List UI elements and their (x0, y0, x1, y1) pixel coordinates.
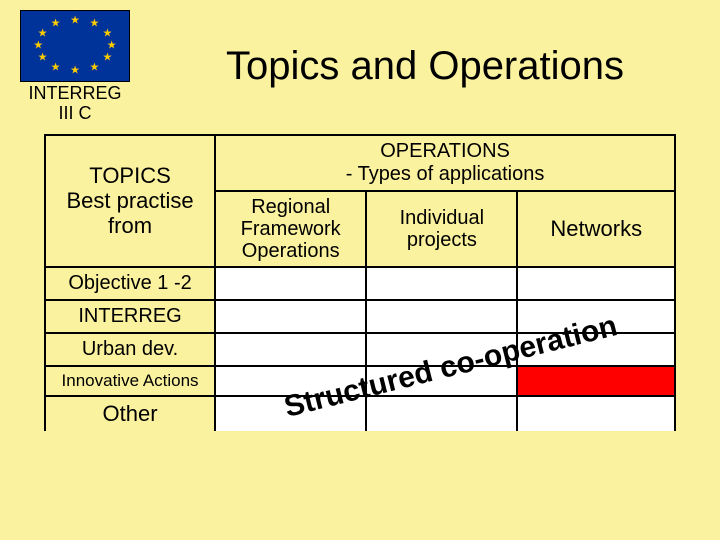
logo-block: ★ ★ ★ ★ ★ ★ ★ ★ ★ ★ ★ ★ INTERREG III C (20, 10, 130, 124)
cell (517, 300, 675, 333)
cell (215, 396, 366, 431)
col-individual: Individual projects (366, 191, 517, 267)
cell (517, 333, 675, 366)
topics-header-text: TOPICSBest practise from (66, 163, 193, 239)
cell (366, 333, 517, 366)
operations-header-text: OPERATIONS- Types of applications (346, 140, 545, 185)
cell (366, 396, 517, 431)
operations-header: OPERATIONS- Types of applications (215, 135, 675, 191)
cell (215, 333, 366, 366)
cell (215, 300, 366, 333)
header: ★ ★ ★ ★ ★ ★ ★ ★ ★ ★ ★ ★ INTERREG III C T… (0, 0, 720, 124)
cell (517, 396, 675, 431)
cell-highlight (517, 366, 675, 396)
cell (366, 366, 517, 396)
cell (215, 267, 366, 300)
logo-line1: INTERREG (28, 83, 121, 103)
row-other: Other (45, 396, 215, 431)
logo-label: INTERREG III C (28, 84, 121, 124)
logo-line2: III C (58, 103, 91, 123)
page-title: Topics and Operations (150, 44, 700, 89)
cell (366, 267, 517, 300)
col-rfo: Regional Framework Operations (215, 191, 366, 267)
cell (366, 300, 517, 333)
col-networks: Networks (517, 191, 675, 267)
cell (215, 366, 366, 396)
row-innovative: Innovative Actions (45, 366, 215, 396)
row-urban: Urban dev. (45, 333, 215, 366)
topics-header: TOPICSBest practise from (45, 135, 215, 267)
eu-flag-icon: ★ ★ ★ ★ ★ ★ ★ ★ ★ ★ ★ ★ (20, 10, 130, 82)
topics-operations-table: TOPICSBest practise from OPERATIONS- Typ… (0, 124, 720, 431)
cell (517, 267, 675, 300)
row-interreg: INTERREG (45, 300, 215, 333)
row-objective: Objective 1 -2 (45, 267, 215, 300)
